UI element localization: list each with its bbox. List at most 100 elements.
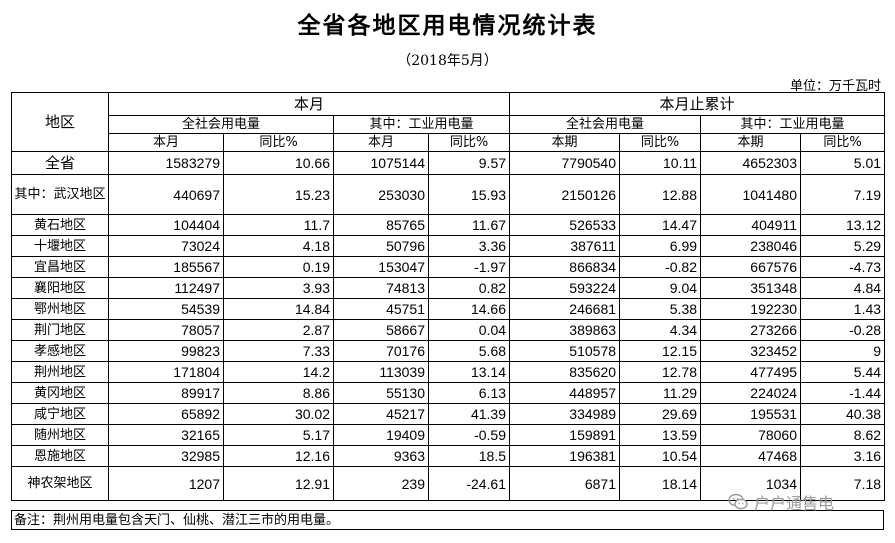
- row-region: 荆门地区: [11, 319, 109, 341]
- cell-m-ind: 19409: [333, 424, 429, 446]
- cell-m-total: 73024: [108, 235, 224, 257]
- cell-c-ind-yoy: -1.44: [800, 382, 886, 404]
- table-row: 宜昌地区 185567 0.19 153047 -1.97 866834 -0.82 6675…: [11, 256, 886, 278]
- cell-c-ind-yoy: 4.84: [800, 277, 886, 299]
- header-month-industrial: 其中：工业用电量: [332, 115, 511, 134]
- cell-c-ind-yoy: 9: [800, 340, 886, 362]
- cell-c-total-yoy: 10.54: [619, 445, 702, 467]
- cell-m-total-yoy: 30.02: [223, 403, 334, 425]
- cell-m-ind: 253030: [333, 174, 429, 215]
- cell-m-total-yoy: 14.84: [223, 298, 334, 320]
- row-region: 恩施地区: [11, 445, 109, 467]
- row-region: 黄冈地区: [11, 382, 109, 404]
- row-region: 神农架地区: [11, 466, 109, 501]
- header-cum-total-value: 本期: [509, 133, 621, 152]
- cell-m-ind-yoy: -24.61: [427, 466, 511, 501]
- cell-c-ind: 78060: [700, 424, 802, 446]
- row-region: 全省: [11, 151, 109, 175]
- row-region: 荆州地区: [11, 361, 109, 383]
- cell-c-total-yoy: 5.38: [619, 298, 702, 320]
- cell-m-total-yoy: 2.87: [223, 319, 334, 341]
- cell-c-total: 6871: [509, 466, 621, 501]
- cell-m-ind-yoy: 11.67: [427, 214, 511, 236]
- cell-c-ind: 351348: [700, 277, 802, 299]
- cell-c-total-yoy: 29.69: [619, 403, 702, 425]
- cell-c-ind-yoy: 8.62: [800, 424, 886, 446]
- row-region: 宜昌地区: [11, 256, 109, 278]
- cell-m-total: 112497: [108, 277, 224, 299]
- cell-m-total-yoy: 14.2: [223, 361, 334, 383]
- cell-m-total-yoy: 12.91: [223, 466, 334, 501]
- cell-c-total: 2150126: [509, 174, 621, 215]
- cell-m-ind-yoy: 3.36: [427, 235, 511, 257]
- cell-c-ind: 404911: [700, 214, 802, 236]
- cell-m-ind-yoy: -1.97: [427, 256, 511, 278]
- table-row: 咸宁地区 65892 30.02 45217 41.39 334989 29.69 19553…: [11, 403, 886, 425]
- cell-m-total-yoy: 12.16: [223, 445, 334, 467]
- cell-m-total-yoy: 4.18: [223, 235, 334, 257]
- header-month-total: 全社会用电量: [108, 115, 334, 134]
- cell-c-ind-yoy: 7.19: [800, 174, 886, 215]
- header-cum-ind-yoy: 同比%: [800, 133, 886, 152]
- cell-m-total: 1583279: [108, 151, 224, 175]
- cell-m-total: 104404: [108, 214, 224, 236]
- cell-m-total-yoy: 3.93: [223, 277, 334, 299]
- cell-m-total-yoy: 11.7: [223, 214, 334, 236]
- cell-c-ind-yoy: 40.38: [800, 403, 886, 425]
- header-month-total-value: 本月: [108, 133, 224, 152]
- cell-c-total: 334989: [509, 403, 621, 425]
- cell-m-ind: 153047: [333, 256, 429, 278]
- table-row: 襄阳地区 112497 3.93 74813 0.82 593224 9.04 351348 4…: [11, 277, 886, 299]
- cell-m-ind: 74813: [333, 277, 429, 299]
- cell-m-ind-yoy: 41.39: [427, 403, 511, 425]
- cell-c-ind-yoy: 5.01: [800, 151, 886, 175]
- cell-m-total-yoy: 7.33: [223, 340, 334, 362]
- row-region: 黄石地区: [11, 214, 109, 236]
- cell-m-total: 185567: [108, 256, 224, 278]
- header-region: 地区: [11, 92, 109, 152]
- cell-c-total: 593224: [509, 277, 621, 299]
- table-row: 荆州地区 171804 14.2 113039 13.14 835620 12.78 4774…: [11, 361, 886, 383]
- cell-m-total: 65892: [108, 403, 224, 425]
- header-cum-total-yoy: 同比%: [619, 133, 702, 152]
- cell-c-total-yoy: 14.47: [619, 214, 702, 236]
- cell-c-ind: 1041480: [700, 174, 802, 215]
- table-subtitle: （2018年5月）: [397, 53, 498, 69]
- cell-m-total: 171804: [108, 361, 224, 383]
- cell-m-ind: 58667: [333, 319, 429, 341]
- cell-m-ind-yoy: 18.5: [427, 445, 511, 467]
- cell-c-total-yoy: 4.34: [619, 319, 702, 341]
- cell-c-ind: 323452: [700, 340, 802, 362]
- header-cum-industrial: 其中：工业用电量: [700, 115, 886, 134]
- cell-c-total-yoy: 13.59: [619, 424, 702, 446]
- cell-c-total: 387611: [509, 235, 621, 257]
- table-row: 鄂州地区 54539 14.84 45751 14.66 246681 5.38 192230…: [11, 298, 886, 320]
- cell-m-total: 54539: [108, 298, 224, 320]
- header-month-total-yoy: 同比%: [223, 133, 334, 152]
- cell-c-ind: 192230: [700, 298, 802, 320]
- row-region: 襄阳地区: [11, 277, 109, 299]
- cell-m-total-yoy: 5.17: [223, 424, 334, 446]
- cell-c-total: 159891: [509, 424, 621, 446]
- cell-c-ind-yoy: 1.43: [800, 298, 886, 320]
- cell-m-ind-yoy: 0.82: [427, 277, 511, 299]
- cell-m-ind: 45217: [333, 403, 429, 425]
- table-row: 其中：武汉地区 440697 15.23 253030 15.93 2150126 12.8…: [11, 174, 886, 215]
- table-title: 全省各地区用电情况统计表: [297, 13, 598, 39]
- cell-m-ind-yoy: 15.93: [427, 174, 511, 215]
- cell-m-ind-yoy: 13.14: [427, 361, 511, 383]
- cell-c-ind: 1034: [700, 466, 802, 501]
- cell-c-total-yoy: 18.14: [619, 466, 702, 501]
- watermark: 户户通售电: [728, 488, 834, 516]
- cell-m-ind: 113039: [333, 361, 429, 383]
- cell-c-total-yoy: 9.04: [619, 277, 702, 299]
- cell-c-ind-yoy: 7.18: [800, 466, 886, 501]
- table-row: 恩施地区 32985 12.16 9363 18.5 196381 10.54 47468 3.…: [11, 445, 886, 467]
- table-row: 十堰地区 73024 4.18 50796 3.36 387611 6.99 238046 5.…: [11, 235, 886, 257]
- footnote: 备注：荆州用电量包含天门、仙桃、潜江三市的用电量。: [11, 510, 884, 530]
- cell-c-total-yoy: 10.11: [619, 151, 702, 175]
- cell-m-total: 99823: [108, 340, 224, 362]
- cell-c-total: 246681: [509, 298, 621, 320]
- cell-c-ind: 195531: [700, 403, 802, 425]
- cell-c-ind: 477495: [700, 361, 802, 383]
